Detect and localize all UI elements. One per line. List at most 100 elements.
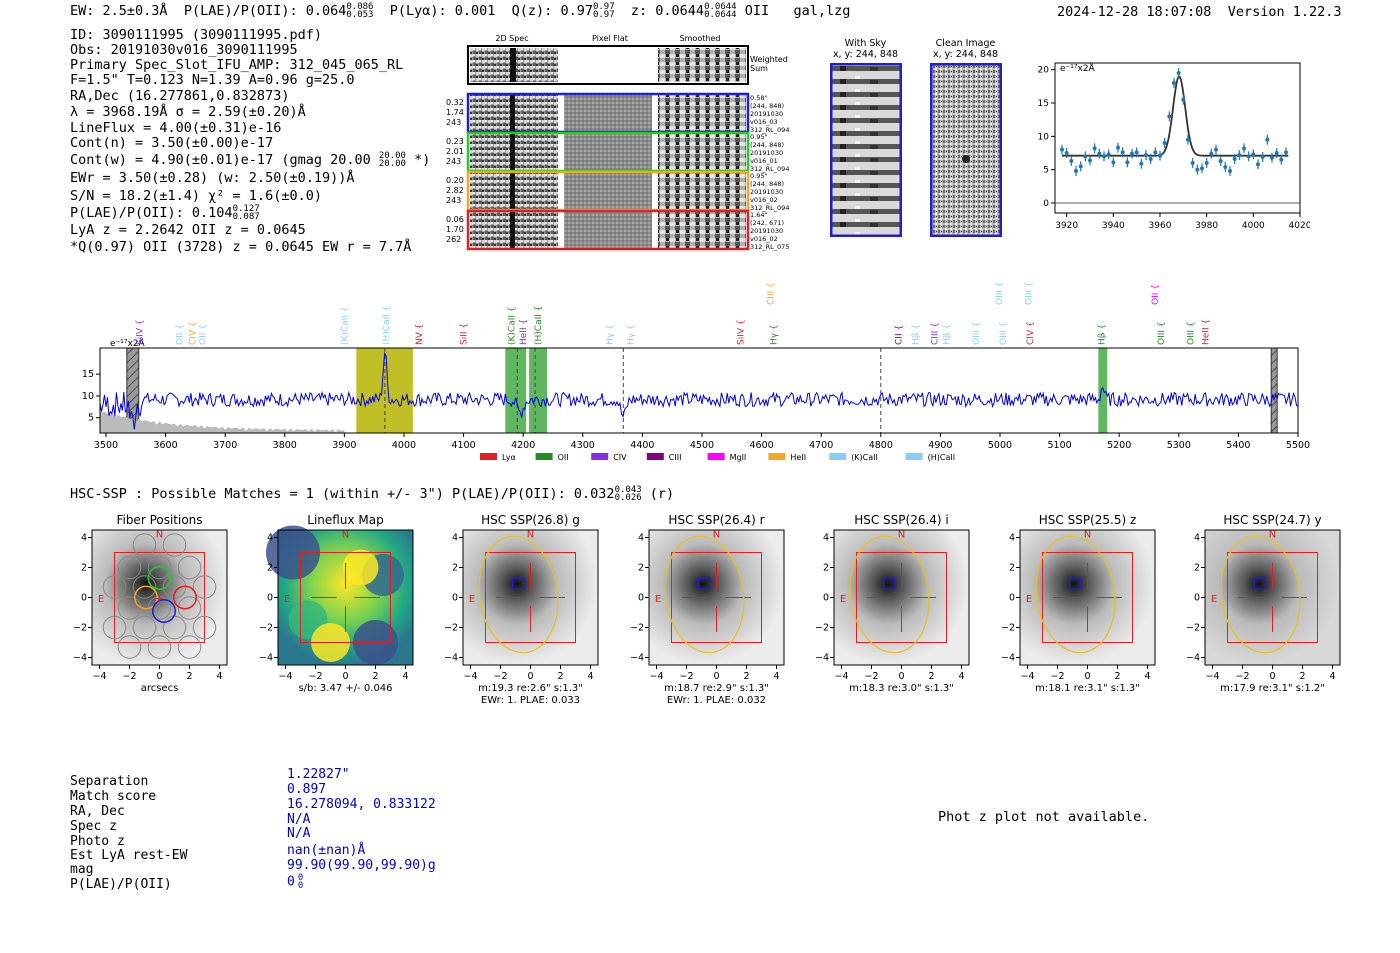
hsc-xtick-label: −2 [493,671,507,682]
cutout-col-flat: Pixel Flat [592,34,628,43]
hsc-source-marker [1068,577,1081,590]
fit-data-point [1167,114,1172,119]
info-plae-main: P(LAE)/P(OII): 0.104 [70,205,233,221]
header-z-hi: 0.0644 [704,2,737,12]
fit-data-point [1237,153,1242,157]
fit-data-point [1092,146,1097,151]
hsc-title-end: (r) [649,486,675,502]
fit-data-point [1144,153,1148,157]
east-label: E [469,594,475,605]
spectrum-line-label: (K)CaII { [340,306,350,345]
fit-data-point [1172,81,1176,85]
hsc-source-marker [697,577,710,590]
hsc-panel-image [834,530,969,665]
spectrum-xtick-label: 5100 [1047,440,1071,451]
north-label: N [156,530,163,541]
fiber-circle [147,555,172,580]
info-contw-lo: 20.00 [378,159,406,169]
header-plae-hi: 0.086 [346,2,374,12]
hsc-ytick-label: −4 [815,653,829,664]
hsc-panel-1: Lineflux Map N E −4 −4 −2 −2 0 0 2 2 4 4 s/b: 3.47 +/… [258,513,413,694]
hsc-ytick-label: −2 [815,623,829,634]
hsc-xtick-label: 2 [372,671,378,682]
spectrum-line-label: OIII { [999,321,1009,345]
clean-source [962,155,970,163]
info-plae-lo: 0.087 [232,212,260,222]
fit-axes-frame [1054,62,1301,214]
fiber-highlight [173,585,197,610]
fit-data-point [1228,169,1232,173]
hsc-xtick-label: 4 [402,671,408,682]
spectrum-legend-label: (K)CaII [851,453,878,462]
fiber-circle [177,555,202,580]
fit-data-point [1064,151,1069,155]
hsc-ytick-label: −4 [1186,653,1200,664]
with-sky-label: With Sky [844,38,887,49]
spectrum-ytick-label: 10 [82,391,94,402]
info-contn: Cont(n) = 3.50(±0.00)e-17 [70,135,274,151]
clean-label: Clean Image [935,38,996,49]
cutout-row-info: 312_RL_094 [750,165,789,173]
spectrum-ytick-label: 15 [82,369,94,380]
spectrum-xtick-label: 5200 [1107,440,1131,451]
hsc-ytick-label: 4 [823,533,829,544]
north-label: N [527,530,534,541]
hsc-search-box [1227,552,1318,643]
hsc-ytick-label: 4 [266,533,272,544]
cutout-col-smooth: Smoothed [680,34,721,43]
match-label: Separation [70,774,149,789]
spectrum-xtick-label: 4400 [630,440,654,451]
spectrum-xtick-label: 4100 [451,440,475,451]
spectrum-line-label: Hβ { [911,324,921,345]
spectrum-legend-label: (H)CaII [928,453,955,462]
hsc-panel-caption: m:18.7 re:2.9" s:1.3" [664,683,769,694]
east-label: E [98,594,104,605]
clean-image [930,63,1002,237]
fit-data-point [1060,147,1064,152]
spectrum-xtick-label: 5400 [1226,440,1250,451]
hsc-ytick-label: 2 [452,563,458,574]
header-qz: Q(z): 0.97 [511,3,593,19]
info-contw-hi: 20.00 [378,151,406,161]
hsc-xtick-label: 0 [898,671,904,682]
hsc-ytick-label: 0 [452,593,458,604]
spectrum-line-label: SiIV { [135,319,145,345]
spectrum-line-label: NV { [415,324,425,345]
fit-data-point [1186,137,1190,142]
weighted-sum-row: Weighted Sum [467,45,788,85]
hsc-panel-title: HSC SSP(26.4) r [668,513,764,527]
hsc-xtick-label: 4 [958,671,964,682]
info-fparams: F=1.5" T=0.123 N=1.39 A=0.96 g=25.0 [70,72,355,88]
hsc-ytick-label: 0 [266,593,272,604]
cutout-row-info: 20191030 [750,110,783,118]
spectrum-line-label: OIII { [1025,281,1035,305]
north-label: N [712,530,719,541]
hsc-panel-6: HSC SSP(24.7) y N E −4 −4 −2 −2 0 0 2 2 4 4 m:17.9 re… [1186,513,1341,694]
fit-ytick-label: 10 [1038,132,1050,142]
hsc-panel-caption-2: EWr: 1. PLAE: 0.033 [481,695,580,706]
fit-data-point [1139,161,1144,166]
east-label: E [1211,594,1217,605]
hsc-xtick-label: −4 [1020,671,1034,682]
spectrum-xtick-label: 4600 [749,440,773,451]
fiber-circle [147,635,172,659]
fiber-circle [117,555,142,580]
cutout-row-info: 0.58" [750,94,767,102]
hsc-ytick-label: −2 [258,623,272,634]
hsc-panel-title: Fiber Positions [116,513,202,527]
info-id: ID: 3090111995 (3090111995.pdf) [70,27,322,43]
fit-data-point [1209,151,1214,156]
hsc-panel-image [648,530,784,665]
hsc-panel-image [1205,530,1340,665]
spectrum-legend-swatch [707,453,725,460]
hsc-panel-caption-2: EWr: 1. PLAE: 0.032 [666,695,765,706]
fiber-highlight [152,599,176,623]
info-qline: *Q(0.97) OII (3728) z = 0.0645 EW r = 7.… [70,239,412,255]
hsc-ytick-label: 2 [1008,563,1014,574]
fit-xtick-label: 3940 [1102,221,1125,230]
fit-xtick-label: 3920 [1055,221,1078,230]
